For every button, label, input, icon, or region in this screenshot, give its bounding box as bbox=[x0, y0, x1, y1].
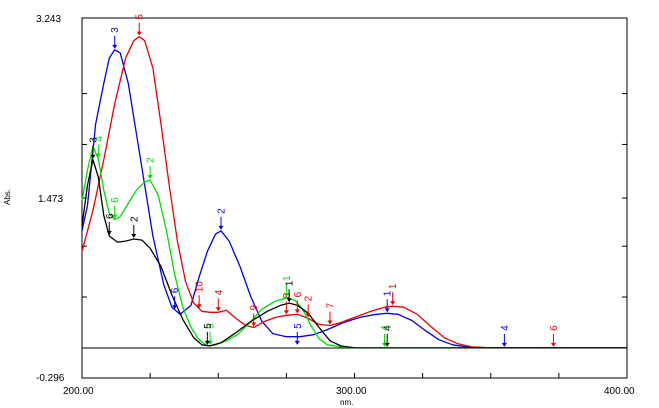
peak-marker-arrow bbox=[294, 340, 300, 345]
peak-marker: 5 bbox=[293, 323, 304, 345]
peak-marker: 6 bbox=[549, 325, 560, 347]
peak-marker: 3 bbox=[88, 137, 99, 159]
peak-marker-arrow bbox=[251, 322, 257, 327]
spectrum-curves bbox=[81, 35, 627, 349]
x-tick-label-mid: 300.00 bbox=[336, 386, 367, 397]
peak-marker: 6 bbox=[110, 197, 121, 219]
peak-marker-label: 2 bbox=[129, 216, 140, 222]
peak-marker: 9 bbox=[249, 305, 260, 327]
peak-marker-arrow bbox=[215, 307, 221, 312]
y-tick-label-bottom: -0.296 bbox=[36, 373, 65, 384]
peak-marker-arrow bbox=[384, 342, 390, 347]
peak-marker-arrow bbox=[283, 310, 289, 315]
peak-marker: 2 bbox=[216, 208, 227, 230]
peak-marker-label: 1 bbox=[383, 290, 394, 296]
peak-marker: 2 bbox=[129, 216, 140, 239]
peak-marker: 1 bbox=[282, 275, 293, 298]
peak-marker-arrow bbox=[90, 154, 96, 159]
peak-marker-arrow bbox=[95, 153, 101, 158]
peak-marker: 5 bbox=[203, 323, 214, 345]
peak-marker-arrow bbox=[501, 342, 507, 347]
peak-marker-arrow bbox=[286, 298, 292, 303]
peak-marker: 6 bbox=[170, 287, 181, 310]
peak-marker-label: 4 bbox=[214, 289, 225, 295]
y-tick-label-top: 3.243 bbox=[36, 14, 61, 25]
peak-marker-label: 1 bbox=[282, 275, 293, 281]
peak-marker-arrow bbox=[327, 320, 333, 325]
peak-marker-arrow bbox=[172, 305, 178, 310]
peak-marker-label: 1 bbox=[388, 283, 399, 289]
peak-marker-arrow bbox=[550, 342, 556, 347]
peak-marker-arrow bbox=[136, 31, 142, 36]
plot-frame bbox=[81, 17, 628, 379]
peak-marker: 5 bbox=[135, 14, 146, 36]
x-tick-label-left: 200.00 bbox=[63, 386, 94, 397]
peak-marker: 1 bbox=[285, 280, 296, 303]
peak-marker-label: 4 bbox=[94, 136, 105, 142]
y-tick-label-mid: 1.473 bbox=[38, 194, 63, 205]
peak-marker-arrow bbox=[283, 293, 289, 298]
spectrum-line-2 bbox=[81, 35, 627, 349]
axis-ticks bbox=[82, 93, 627, 378]
peak-marker: 4 bbox=[214, 289, 225, 312]
peak-marker-label: 4 bbox=[500, 325, 511, 331]
peak-marker-arrow bbox=[147, 175, 153, 180]
peak-marker-arrow bbox=[106, 230, 112, 235]
peak-marker-label: 6 bbox=[549, 325, 560, 331]
peak-marker: 2 bbox=[146, 157, 157, 180]
spectrum-line-1 bbox=[81, 49, 627, 349]
peak-marker-arrow bbox=[112, 214, 118, 219]
peak-marker: 3 bbox=[110, 27, 121, 49]
peak-marker: 4 bbox=[383, 325, 394, 347]
peak-marker-label: 10 bbox=[195, 281, 206, 293]
peak-marker-label: 1 bbox=[285, 280, 296, 286]
peak-marker-arrow bbox=[305, 313, 311, 318]
peak-marker-arrow bbox=[294, 309, 300, 314]
peak-marker-arrow bbox=[131, 234, 137, 239]
peak-marker: 4 bbox=[500, 325, 511, 347]
spectrum-line-3 bbox=[81, 145, 627, 349]
peak-marker-arrow bbox=[384, 308, 390, 313]
peak-marker-label: 6 bbox=[170, 287, 181, 293]
peak-marker-label: 4 bbox=[383, 325, 394, 331]
peak-marker: 7 bbox=[325, 303, 336, 325]
peak-marker-arrow bbox=[218, 225, 224, 230]
peak-marker-label: 5 bbox=[293, 323, 304, 329]
peak-marker: 1 bbox=[388, 283, 399, 306]
x-axis-title: nm. bbox=[340, 398, 353, 407]
peak-marker: 2 bbox=[304, 295, 315, 318]
peak-marker-arrow bbox=[196, 304, 202, 309]
peak-marker-label: 4 bbox=[380, 325, 391, 331]
peak-marker-arrow bbox=[390, 301, 396, 306]
peak-marker-label: 6 bbox=[110, 197, 121, 203]
peak-marker-arrow bbox=[204, 340, 210, 345]
peak-marker: 1 bbox=[383, 290, 394, 313]
peak-marker-label: 2 bbox=[216, 208, 227, 214]
peak-marker-label: 5 bbox=[203, 323, 214, 329]
peak-marker-label: 5 bbox=[206, 323, 217, 329]
peak-marker-label: 6 bbox=[293, 291, 304, 297]
peak-marker-label: 7 bbox=[325, 303, 336, 309]
peak-marker-label: 2 bbox=[304, 295, 315, 301]
y-axis-title: Abs. bbox=[3, 189, 12, 205]
peak-marker-arrow bbox=[112, 44, 118, 49]
peak-marker-label: 9 bbox=[249, 305, 260, 311]
peak-marker-label: 2 bbox=[146, 157, 157, 163]
peak-marker: 6 bbox=[105, 213, 116, 235]
peak-marker-label: 3 bbox=[88, 137, 99, 143]
peak-marker-label: 3 bbox=[110, 27, 121, 33]
peak-marker: 6 bbox=[293, 291, 304, 314]
peak-marker: 10 bbox=[195, 281, 206, 309]
x-tick-label-right: 400.00 bbox=[604, 386, 635, 397]
peak-marker-label: 5 bbox=[135, 14, 146, 20]
peak-marker-label: 6 bbox=[105, 213, 116, 219]
peak-marker: 4 bbox=[94, 136, 105, 158]
